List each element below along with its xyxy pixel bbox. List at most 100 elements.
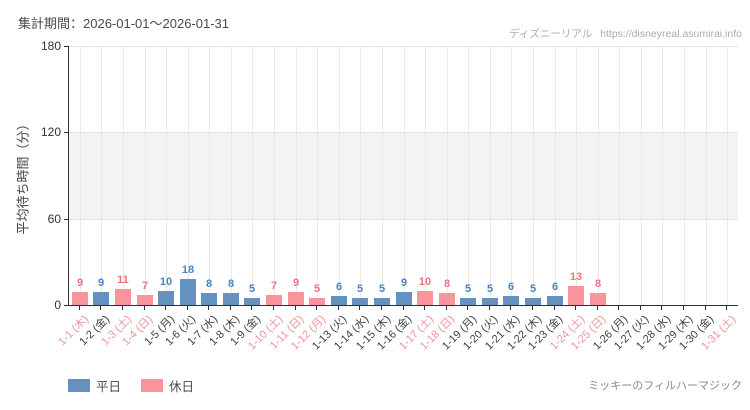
vertical-gridline xyxy=(598,46,599,305)
vertical-gridline xyxy=(468,46,469,305)
wait-time-bar[interactable] xyxy=(93,292,109,305)
bar-value-label: 9 xyxy=(76,277,84,290)
vertical-gridline xyxy=(101,46,102,305)
wait-time-bar[interactable] xyxy=(525,297,541,305)
x-tick-mark xyxy=(100,306,101,310)
vertical-gridline xyxy=(145,46,146,305)
wait-time-bar[interactable] xyxy=(180,279,196,305)
x-tick-mark xyxy=(295,306,296,310)
x-tick-mark xyxy=(705,306,706,310)
bar-value-label: 18 xyxy=(181,264,195,277)
x-tick-mark xyxy=(683,306,684,310)
wait-time-bar[interactable] xyxy=(223,293,239,305)
vertical-gridline xyxy=(339,46,340,305)
vertical-gridline xyxy=(382,46,383,305)
vertical-gridline xyxy=(447,46,448,305)
bar-value-label: 9 xyxy=(292,277,300,290)
legend-item-weekday[interactable]: 平日 xyxy=(68,376,121,395)
wait-time-bar[interactable] xyxy=(547,296,563,305)
bar-value-label: 11 xyxy=(117,274,129,287)
x-tick-mark xyxy=(251,306,252,310)
legend: 平日 休日 xyxy=(68,376,194,395)
x-tick-mark xyxy=(489,306,490,310)
weekday-color-swatch xyxy=(68,379,90,392)
bar-value-label: 5 xyxy=(529,282,537,295)
x-tick-mark xyxy=(597,306,598,310)
wait-time-bar[interactable] xyxy=(503,296,519,305)
vertical-gridline xyxy=(188,46,189,305)
y-tick-label: 60 xyxy=(47,211,61,226)
legend-weekday-label: 平日 xyxy=(96,380,122,394)
vertical-gridline xyxy=(641,46,642,305)
vertical-gridline xyxy=(619,46,620,305)
y-tick-mark xyxy=(64,305,68,306)
watermark: ディズニーリアル https://disneyreal.asumirai.inf… xyxy=(509,26,742,41)
wait-time-bar[interactable] xyxy=(115,289,131,305)
wait-time-bar[interactable] xyxy=(244,297,260,305)
wait-time-bar[interactable] xyxy=(158,290,174,305)
wait-time-bar[interactable] xyxy=(417,290,433,305)
bar-value-label: 8 xyxy=(227,278,235,291)
vertical-gridline xyxy=(209,46,210,305)
vertical-gridline xyxy=(662,46,663,305)
wait-time-bar[interactable] xyxy=(439,293,455,305)
vertical-gridline xyxy=(231,46,232,305)
x-tick-mark xyxy=(424,306,425,310)
bar-value-label: 9 xyxy=(400,277,408,290)
x-tick-mark xyxy=(187,306,188,310)
wait-time-bar[interactable] xyxy=(266,294,282,305)
bar-value-label: 10 xyxy=(418,275,432,288)
x-tick-mark xyxy=(403,306,404,310)
legend-item-holiday[interactable]: 休日 xyxy=(141,376,194,395)
vertical-gridline xyxy=(555,46,556,305)
vertical-gridline xyxy=(296,46,297,305)
x-tick-mark xyxy=(144,306,145,310)
vertical-gridline xyxy=(166,46,167,305)
vertical-gridline xyxy=(80,46,81,305)
y-tick-label: 180 xyxy=(40,39,61,53)
wait-time-bar[interactable] xyxy=(201,293,217,305)
bar-value-label: 7 xyxy=(270,279,278,292)
x-tick-mark xyxy=(446,306,447,310)
holiday-color-swatch xyxy=(141,379,164,392)
x-tick-mark xyxy=(230,306,231,310)
horizontal-gridline xyxy=(69,218,738,220)
wait-time-bar[interactable] xyxy=(396,292,412,305)
vertical-gridline xyxy=(576,46,577,305)
bar-value-label: 5 xyxy=(486,282,494,295)
x-tick-mark xyxy=(532,306,533,310)
y-tick-label: 120 xyxy=(40,125,61,140)
wait-time-bar[interactable] xyxy=(72,292,88,305)
wait-time-bar[interactable] xyxy=(309,297,325,305)
bar-value-label: 5 xyxy=(248,282,256,295)
wait-time-bar[interactable] xyxy=(374,297,390,305)
wait-time-bar[interactable] xyxy=(568,286,584,305)
y-tick-mark xyxy=(64,219,68,220)
wait-time-bar[interactable] xyxy=(460,297,476,305)
vertical-gridline xyxy=(425,46,426,305)
bar-value-label: 6 xyxy=(507,281,515,294)
wait-time-bar[interactable] xyxy=(288,292,304,305)
x-tick-mark xyxy=(165,306,166,310)
site-url: https://disneyreal.asumirai.info xyxy=(600,28,742,40)
site-name: ディズニーリアル xyxy=(509,28,593,40)
vertical-gridline xyxy=(727,46,728,305)
wait-time-bar[interactable] xyxy=(352,297,368,305)
x-tick-mark xyxy=(338,306,339,310)
vertical-gridline xyxy=(533,46,534,305)
wait-time-bar[interactable] xyxy=(137,294,153,305)
wait-time-bar[interactable] xyxy=(482,297,498,305)
vertical-gridline xyxy=(123,46,124,305)
x-tick-mark xyxy=(661,306,662,310)
wait-time-bar[interactable] xyxy=(590,293,606,305)
vertical-gridline xyxy=(360,46,361,305)
legend-holiday-label: 休日 xyxy=(169,380,195,394)
attraction-name: ミッキーのフィルハーマジック xyxy=(588,380,742,392)
wait-time-bar[interactable] xyxy=(331,296,347,305)
period-title: 集計期間：2026-01-01～2026-01-31 xyxy=(18,16,229,31)
x-tick-mark xyxy=(618,306,619,310)
x-tick-mark xyxy=(359,306,360,310)
shaded-band xyxy=(69,132,738,219)
bar-value-label: 9 xyxy=(97,277,105,290)
x-tick-mark xyxy=(208,306,209,310)
